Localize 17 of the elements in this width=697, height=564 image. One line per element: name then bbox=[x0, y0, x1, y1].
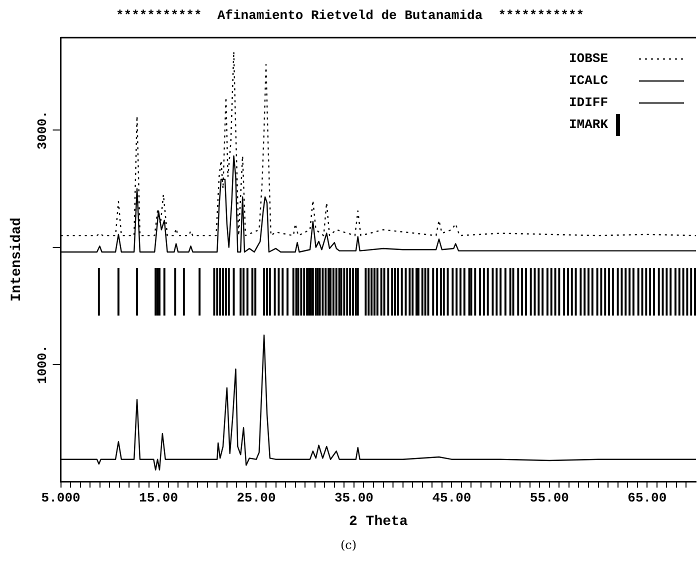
x-tick-label: 15.00 bbox=[139, 490, 178, 506]
x-tick-label: 55.00 bbox=[530, 490, 570, 506]
y-axis-title: Intensidad bbox=[8, 218, 25, 302]
x-tick-label: 25.00 bbox=[236, 490, 276, 506]
legend-label: IOBSE bbox=[569, 51, 610, 66]
x-tick-label: 5.000 bbox=[41, 490, 80, 506]
legend-label: ICALC bbox=[569, 73, 610, 88]
legend-label: IMARK bbox=[569, 117, 608, 132]
y-tick-label: 1000. bbox=[35, 344, 50, 384]
chart-title: *********** Afinamiento Rietveld de Butanamida *********** bbox=[116, 8, 584, 24]
text: (c) bbox=[339, 538, 358, 552]
x-tick-label: 45.00 bbox=[432, 490, 472, 506]
y-tick-label: 3000. bbox=[35, 110, 50, 150]
x-tick-label: 65.00 bbox=[628, 490, 667, 506]
x-axis-title: 2 Theta bbox=[348, 514, 408, 530]
legend-label: IDIFF bbox=[569, 95, 610, 110]
x-tick-label: 35.00 bbox=[334, 490, 374, 506]
